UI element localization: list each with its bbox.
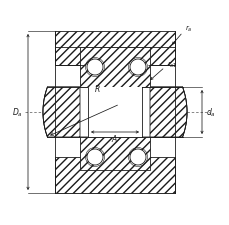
Polygon shape (55, 32, 174, 51)
Text: $D_a$: $D_a$ (12, 106, 23, 119)
Polygon shape (43, 88, 186, 137)
Polygon shape (80, 48, 149, 88)
Polygon shape (55, 48, 174, 66)
Polygon shape (149, 88, 186, 137)
Text: $r_{a1}$: $r_{a1}$ (166, 60, 177, 70)
Polygon shape (88, 88, 141, 137)
Circle shape (87, 60, 103, 76)
Circle shape (129, 60, 145, 76)
Text: $d_a$: $d_a$ (205, 106, 215, 119)
Circle shape (129, 149, 145, 165)
Text: $A$: $A$ (111, 133, 118, 144)
Polygon shape (80, 137, 149, 170)
Circle shape (87, 149, 103, 165)
Text: $R$: $R$ (93, 82, 100, 93)
Text: $r_a$: $r_a$ (184, 24, 192, 34)
Polygon shape (43, 88, 80, 137)
Polygon shape (55, 157, 174, 193)
Polygon shape (55, 170, 174, 193)
